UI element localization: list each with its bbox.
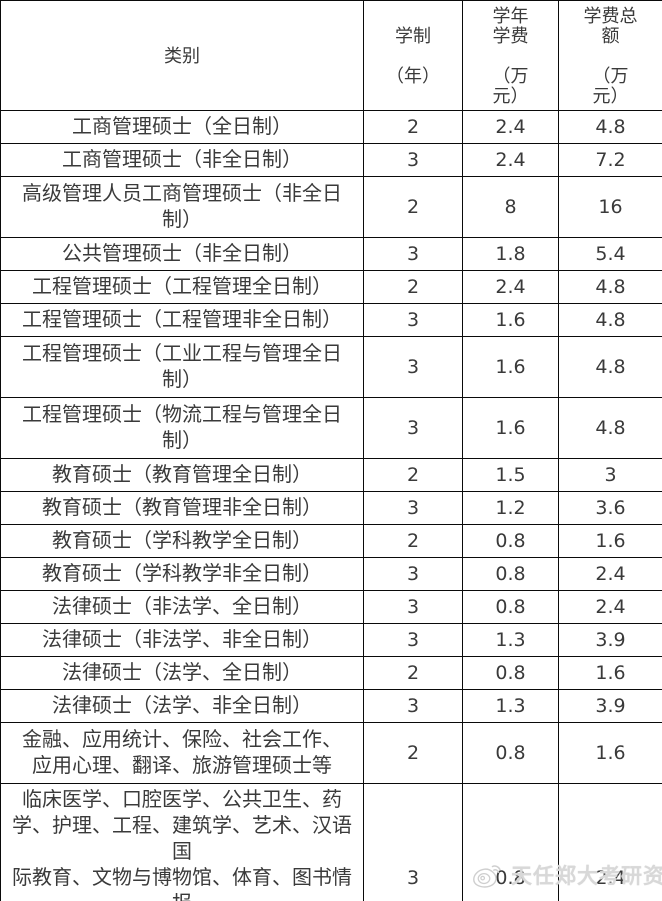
- category-cell: 工商管理硕士（非全日制）: [0, 143, 364, 177]
- duration-years-cell: 2: [363, 176, 463, 238]
- total-tuition-cell: 16: [558, 176, 662, 238]
- annual-tuition-cell: 2.4: [462, 270, 559, 304]
- duration-years-cell: 2: [363, 458, 463, 492]
- annual-tuition-cell: 1.6: [462, 336, 559, 398]
- category-cell: 工程管理硕士（工程管理非全日制）: [0, 303, 364, 337]
- table-row: 教育硕士（教育管理全日制） 2 1.5 3: [0, 458, 662, 492]
- table-row: 法律硕士（法学、全日制） 2 0.8 1.6: [0, 656, 662, 690]
- total-tuition-cell: 4.8: [558, 397, 662, 459]
- table-row: 工程管理硕士（物流工程与管理全日 制） 3 1.6 4.8: [0, 397, 662, 459]
- duration-years-cell: 3: [363, 397, 463, 459]
- category-cell: 法律硕士（非法学、全日制）: [0, 590, 364, 624]
- table-row: 教育硕士（学科教学全日制） 2 0.8 1.6: [0, 524, 662, 558]
- table-header: 类别 学制 （年） 学年 学费 （万 元） 学费总 额 （万 元）: [0, 0, 662, 111]
- total-tuition-cell: 2.4: [558, 590, 662, 624]
- header-duration-years: 学制 （年）: [363, 0, 463, 111]
- total-tuition-cell: 1.6: [558, 656, 662, 690]
- category-cell: 法律硕士（法学、全日制）: [0, 656, 364, 690]
- table-row: 临床医学、口腔医学、公共卫生、药 学、护理、工程、建筑学、艺术、汉语国 际教育、…: [0, 783, 662, 901]
- duration-years-cell: 3: [363, 557, 463, 591]
- annual-tuition-cell: 2.4: [462, 143, 559, 177]
- duration-years-cell: 2: [363, 722, 463, 784]
- total-tuition-cell: 3.9: [558, 689, 662, 723]
- category-cell: 教育硕士（教育管理全日制）: [0, 458, 364, 492]
- table-row: 法律硕士（法学、非全日制） 3 1.3 3.9: [0, 689, 662, 723]
- duration-years-cell: 3: [363, 491, 463, 525]
- category-cell: 金融、应用统计、保险、社会工作、 应用心理、翻译、旅游管理硕士等: [0, 722, 364, 784]
- total-tuition-cell: 4.8: [558, 110, 662, 144]
- annual-tuition-cell: 1.8: [462, 237, 559, 271]
- table-row: 法律硕士（非法学、全日制） 3 0.8 2.4: [0, 590, 662, 624]
- duration-years-cell: 2: [363, 524, 463, 558]
- annual-tuition-cell: 1.5: [462, 458, 559, 492]
- table-row: 教育硕士（教育管理非全日制） 3 1.2 3.6: [0, 491, 662, 525]
- table-row: 工程管理硕士（工程管理全日制） 2 2.4 4.8: [0, 270, 662, 304]
- total-tuition-cell: 5.4: [558, 237, 662, 271]
- category-cell: 工程管理硕士（工业工程与管理全日 制）: [0, 336, 364, 398]
- category-cell: 教育硕士（学科教学非全日制）: [0, 557, 364, 591]
- annual-tuition-cell: 1.6: [462, 397, 559, 459]
- total-tuition-cell: 3: [558, 458, 662, 492]
- category-cell: 高级管理人员工商管理硕士（非全日 制）: [0, 176, 364, 238]
- annual-tuition-cell: 0.8: [462, 524, 559, 558]
- category-cell: 临床医学、口腔医学、公共卫生、药 学、护理、工程、建筑学、艺术、汉语国 际教育、…: [0, 783, 364, 901]
- table-row: 教育硕士（学科教学非全日制） 3 0.8 2.4: [0, 557, 662, 591]
- category-cell: 法律硕士（法学、非全日制）: [0, 689, 364, 723]
- header-row: 类别 学制 （年） 学年 学费 （万 元） 学费总 额 （万 元）: [0, 0, 662, 111]
- total-tuition-cell: 2.4: [558, 557, 662, 591]
- category-cell: 工商管理硕士（全日制）: [0, 110, 364, 144]
- annual-tuition-cell: 0.8: [462, 783, 559, 901]
- duration-years-cell: 3: [363, 590, 463, 624]
- duration-years-cell: 3: [363, 623, 463, 657]
- duration-years-cell: 3: [363, 143, 463, 177]
- table-row: 高级管理人员工商管理硕士（非全日 制） 2 8 16: [0, 176, 662, 238]
- total-tuition-cell: 4.8: [558, 336, 662, 398]
- category-cell: 工程管理硕士（工程管理全日制）: [0, 270, 364, 304]
- total-tuition-cell: 4.8: [558, 270, 662, 304]
- total-tuition-cell: 7.2: [558, 143, 662, 177]
- duration-years-cell: 3: [363, 689, 463, 723]
- header-category: 类别: [0, 0, 364, 111]
- total-tuition-cell: 1.6: [558, 524, 662, 558]
- table-row: 工程管理硕士（工业工程与管理全日 制） 3 1.6 4.8: [0, 336, 662, 398]
- header-total-tuition: 学费总 额 （万 元）: [558, 0, 662, 111]
- duration-years-cell: 2: [363, 270, 463, 304]
- table-body: 工商管理硕士（全日制） 2 2.4 4.8 工商管理硕士（非全日制） 3 2.4…: [0, 110, 662, 901]
- table-row: 工程管理硕士（工程管理非全日制） 3 1.6 4.8: [0, 303, 662, 337]
- category-cell: 公共管理硕士（非全日制）: [0, 237, 364, 271]
- table-row: 工商管理硕士（非全日制） 3 2.4 7.2: [0, 143, 662, 177]
- annual-tuition-cell: 0.8: [462, 557, 559, 591]
- annual-tuition-cell: 1.3: [462, 689, 559, 723]
- total-tuition-cell: 3.6: [558, 491, 662, 525]
- duration-years-cell: 3: [363, 237, 463, 271]
- total-tuition-cell: 2.4: [558, 783, 662, 901]
- duration-years-cell: 2: [363, 656, 463, 690]
- table-row: 金融、应用统计、保险、社会工作、 应用心理、翻译、旅游管理硕士等 2 0.8 1…: [0, 722, 662, 784]
- total-tuition-cell: 3.9: [558, 623, 662, 657]
- table-row: 法律硕士（非法学、非全日制） 3 1.3 3.9: [0, 623, 662, 657]
- category-cell: 法律硕士（非法学、非全日制）: [0, 623, 364, 657]
- annual-tuition-cell: 0.8: [462, 722, 559, 784]
- duration-years-cell: 3: [363, 303, 463, 337]
- table-row: 公共管理硕士（非全日制） 3 1.8 5.4: [0, 237, 662, 271]
- annual-tuition-cell: 1.6: [462, 303, 559, 337]
- annual-tuition-cell: 2.4: [462, 110, 559, 144]
- category-cell: 工程管理硕士（物流工程与管理全日 制）: [0, 397, 364, 459]
- annual-tuition-cell: 1.2: [462, 491, 559, 525]
- annual-tuition-cell: 8: [462, 176, 559, 238]
- header-annual-tuition: 学年 学费 （万 元）: [462, 0, 559, 111]
- annual-tuition-cell: 0.8: [462, 590, 559, 624]
- duration-years-cell: 3: [363, 783, 463, 901]
- annual-tuition-cell: 1.3: [462, 623, 559, 657]
- total-tuition-cell: 4.8: [558, 303, 662, 337]
- category-cell: 教育硕士（学科教学全日制）: [0, 524, 364, 558]
- duration-years-cell: 2: [363, 110, 463, 144]
- total-tuition-cell: 1.6: [558, 722, 662, 784]
- annual-tuition-cell: 0.8: [462, 656, 559, 690]
- duration-years-cell: 3: [363, 336, 463, 398]
- category-cell: 教育硕士（教育管理非全日制）: [0, 491, 364, 525]
- table-row: 工商管理硕士（全日制） 2 2.4 4.8: [0, 110, 662, 144]
